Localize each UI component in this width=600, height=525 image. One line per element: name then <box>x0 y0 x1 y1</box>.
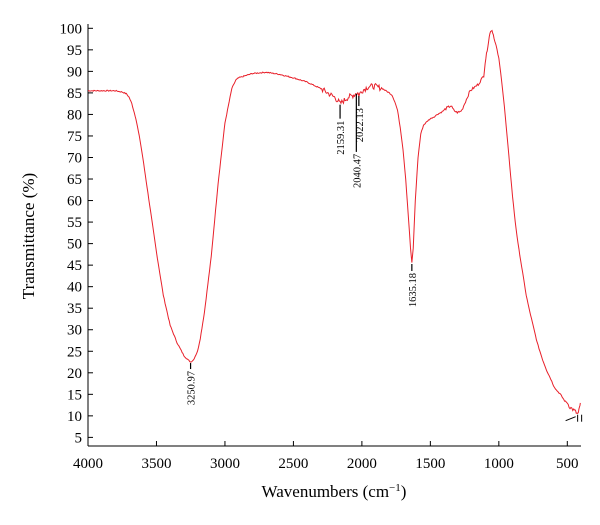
y-tick-label: 30 <box>67 323 82 339</box>
y-tick-label: 55 <box>67 215 82 231</box>
y-tick-label: 90 <box>67 64 82 80</box>
y-tick-label: 75 <box>67 129 82 145</box>
y-tick-label: 20 <box>67 366 82 382</box>
transmittance-line <box>87 29 581 415</box>
y-tick-label: 95 <box>67 43 82 59</box>
y-axis-ticks: 5 10 15 20 25 30 35 40 45 50 55 60 65 70 75 80 85 90 95 100 <box>60 21 93 446</box>
y-tick-label: 70 <box>67 150 82 166</box>
peak-label: 2159.31 <box>336 121 347 155</box>
x-axis-label-sup: −1 <box>389 482 401 494</box>
x-axis-label: Wavenumbers (cm−1) <box>262 482 407 501</box>
y-tick-label: 45 <box>67 258 82 274</box>
annotation-layer: 3250.97 2159.31 2040.47 2022.13 1635.18 <box>187 93 419 405</box>
y-tick-label: 50 <box>67 237 82 253</box>
peak-label: 3250.97 <box>187 371 198 405</box>
peak-label: 1635.18 <box>408 273 419 307</box>
y-tick-label: 5 <box>75 430 83 446</box>
series-layer <box>87 29 581 415</box>
y-tick-label: 60 <box>67 194 82 210</box>
x-tick-label: 1000 <box>484 456 514 472</box>
x-tick-label: 500 <box>556 456 579 472</box>
y-axis-label: Transmittance (%) <box>19 173 38 299</box>
x-axis-ticks: 4000 3500 3000 2500 2000 1500 1000 500 <box>73 441 579 472</box>
x-tick-label: 2500 <box>278 456 308 472</box>
y-tick-label: 35 <box>67 301 82 317</box>
x-tick-label: 2000 <box>347 456 377 472</box>
y-tick-label: 40 <box>67 280 82 296</box>
y-tick-label: 85 <box>67 86 82 102</box>
x-axis-label-suffix: ) <box>401 482 407 501</box>
x-tick-label: 3500 <box>141 456 171 472</box>
x-tick-label: 1500 <box>415 456 445 472</box>
peak-label: 2022.13 <box>355 108 366 142</box>
x-axis-label-main: Wavenumbers (cm <box>262 482 390 501</box>
y-tick-label: 10 <box>67 409 82 425</box>
x-tick-label: 4000 <box>73 456 103 472</box>
y-tick-label: 65 <box>67 172 82 188</box>
y-tick-label: 25 <box>67 344 82 360</box>
y-tick-label: 15 <box>67 387 82 403</box>
trailing-mark-a <box>565 416 576 422</box>
trailing-tick-marks <box>565 414 583 422</box>
peak-label: 2040.47 <box>352 154 363 188</box>
x-tick-label: 3000 <box>210 456 240 472</box>
y-tick-label: 100 <box>60 21 83 37</box>
y-tick-label: 80 <box>67 107 82 123</box>
